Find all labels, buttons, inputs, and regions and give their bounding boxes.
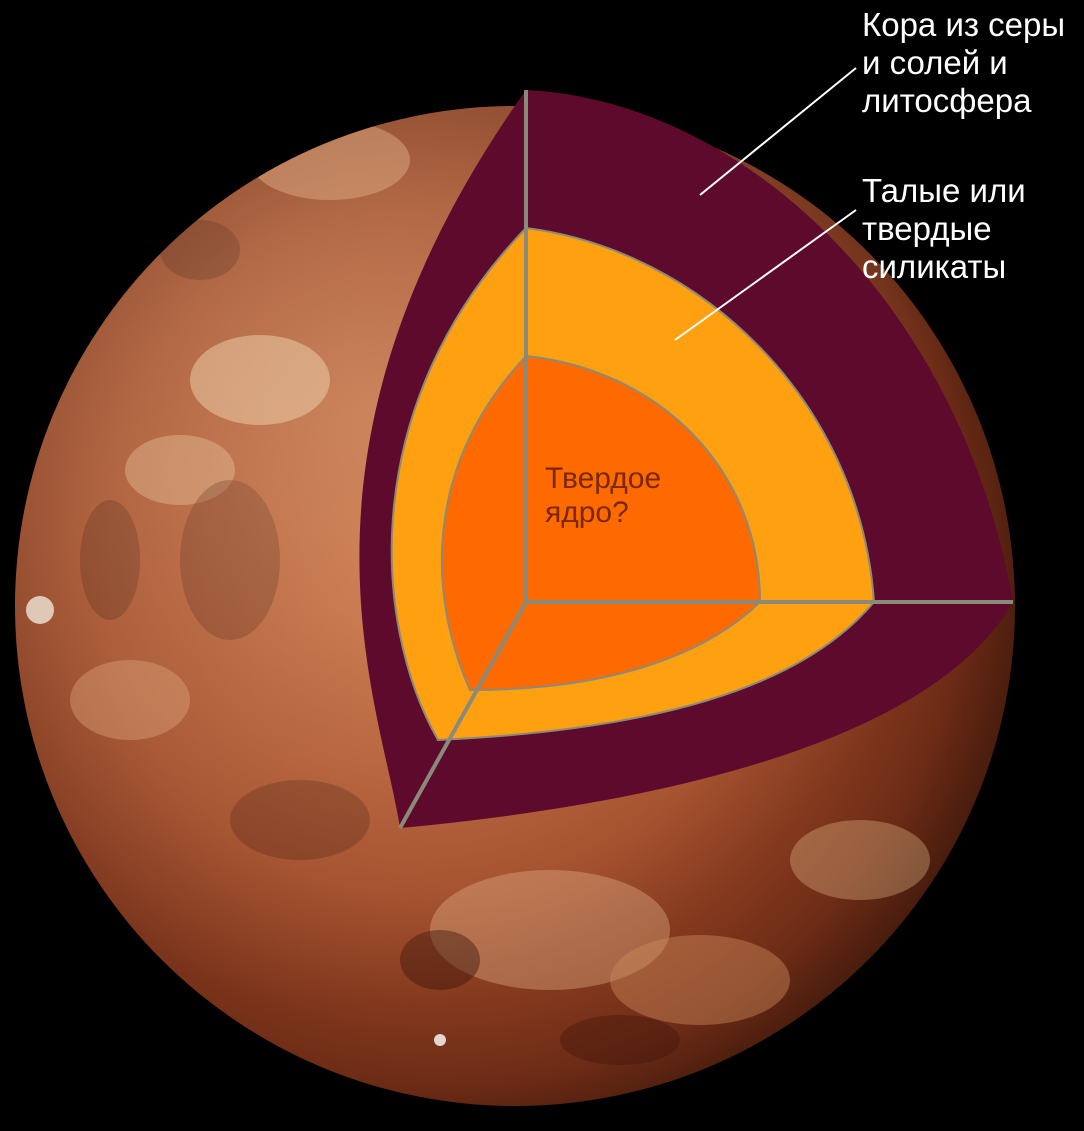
section-edges — [398, 90, 1013, 829]
crust-leader-line — [699, 67, 857, 196]
mantle-label-line3: силикаты — [862, 248, 1007, 285]
mantle-leader-line — [674, 209, 857, 341]
core-label-line1: Твердое — [545, 462, 662, 495]
mantle-label: Талые или твердые силикаты — [862, 172, 1026, 286]
core-label: Твердое ядро? — [545, 462, 661, 530]
crust-label-line1: Кора из серы — [862, 6, 1066, 43]
mantle-label-line1: Талые или — [862, 172, 1026, 209]
mantle-label-line2: твердые — [862, 210, 992, 247]
crust-label: Кора из серы и солей и литосфера — [862, 6, 1065, 120]
crust-label-line3: литосфера — [862, 82, 1032, 119]
crust-label-line2: и солей и — [862, 44, 1008, 81]
core-label-line2: ядро? — [545, 496, 629, 529]
